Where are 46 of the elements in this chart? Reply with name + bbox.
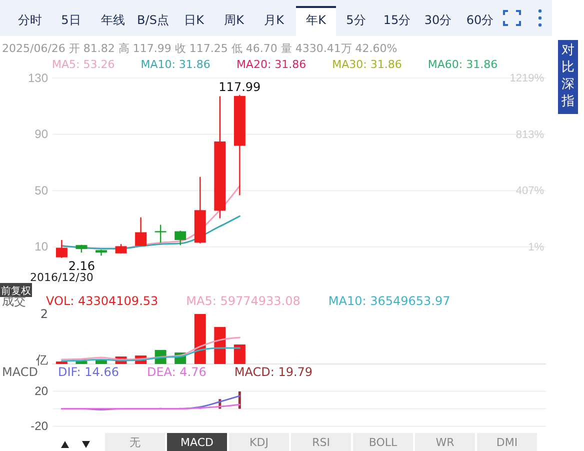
y-tick-label: -20 (30, 419, 48, 434)
text: 前复权 (1, 285, 31, 297)
text: MA10: 31.86 (140, 58, 210, 71)
y-tick-label: 20 (34, 384, 48, 398)
y-tick-label: 50 (34, 183, 48, 198)
chart-subtitle: 2025/06/26 开 81.82 高 117.99 收 117.25 低 46.70 量 4330.41万 42.60% (2, 42, 398, 55)
text: DEA: 4.76 (146, 365, 206, 379)
text: MA5: 59774933.08 (186, 294, 300, 308)
text: B/S点 (137, 13, 169, 27)
text: KDJ (250, 436, 268, 449)
text: 15分 (383, 13, 411, 27)
text: 分时 (18, 13, 42, 27)
y-tick-label: 90 (34, 127, 48, 142)
text: BOLL (368, 436, 398, 449)
text: MA30: 31.86 (332, 58, 402, 71)
text: 周K (224, 13, 246, 27)
text: 日K (184, 13, 206, 27)
x-tick-label: 2016/12/30 (30, 271, 94, 284)
text: 年K (306, 13, 328, 27)
text: DIF: 14.66 (58, 365, 119, 379)
text: 年线 (101, 13, 125, 27)
text: MACD (2, 365, 38, 379)
text: 5日 (61, 13, 81, 27)
text: 60分 (466, 13, 494, 27)
text: 无 (130, 436, 140, 449)
y-tick-label: 130 (28, 70, 48, 85)
text: MACD (180, 436, 214, 449)
text: 亿 (35, 353, 48, 367)
series-label: MACD: 19.79 (234, 365, 313, 379)
text: VOL: 43304109.53 (46, 294, 158, 308)
text: 月K (264, 13, 286, 27)
text: RSI (312, 436, 330, 449)
text: 成交 (2, 294, 26, 308)
annotation: 2.16 (68, 258, 96, 273)
text: 30分 (424, 13, 452, 27)
text: DMI (496, 436, 518, 449)
annotation: 117.99 (218, 80, 261, 94)
text: 对比深指 (560, 43, 574, 109)
text: 2 (40, 307, 48, 321)
text: MA60: 31.86 (428, 58, 498, 71)
text: MA10: 36549653.97 (328, 294, 450, 308)
text: MA20: 31.86 (236, 58, 306, 71)
y-tick-label: 10 (34, 240, 48, 254)
text: MA5: 53.26 (52, 58, 115, 71)
text: 5分 (346, 13, 366, 27)
text: WR (436, 436, 455, 449)
